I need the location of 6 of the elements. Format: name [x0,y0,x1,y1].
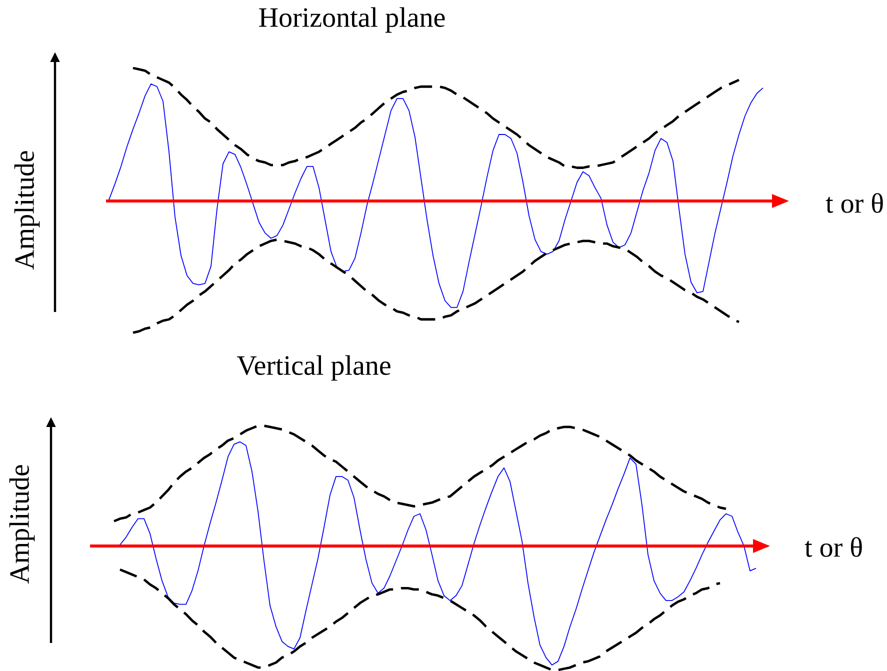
x-axis-title: t or θ [804,537,862,557]
y-axis-title: Amplitude [9,465,35,584]
y-axis-title: Amplitude [14,151,40,270]
chart-title: Vertical plane [236,355,390,381]
chart-title: Horizontal plane [259,7,445,33]
x-axis-title: t or θ [826,193,883,213]
